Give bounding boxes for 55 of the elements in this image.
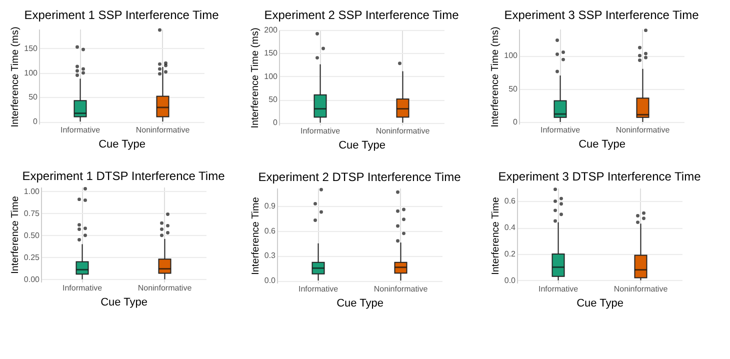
x-tick-label: Noninformative (616, 126, 670, 134)
y-tick-label: 0.25 (24, 252, 40, 262)
y-tick-label: 50 (508, 84, 518, 94)
chart-title: Experiment 2 DTSP Interference Time (258, 170, 462, 184)
y-tick-label: 0.0 (264, 276, 276, 286)
y-tick-label: 0.2 (504, 249, 516, 258)
y-tick-label: 0.0 (504, 276, 516, 285)
chart-title: Experiment 1 DTSP Interference Time (22, 169, 226, 183)
y-tick-label: 50 (28, 92, 38, 102)
x-tick-label: Informative (540, 126, 581, 134)
x-axis-title: Cue Type (576, 298, 624, 310)
y-tick-label: 150 (264, 48, 278, 58)
x-axis-title: Cue Type (578, 138, 626, 150)
y-tick-label: 0.6 (264, 226, 276, 236)
x-axis-title: Cue Type (336, 298, 384, 310)
chart-title: Experiment 2 SSP Interference Time (264, 8, 460, 22)
y-tick-label: 100 (504, 51, 518, 60)
x-tick-label: Informative (298, 284, 339, 294)
x-axis-title: Cue Type (100, 296, 148, 308)
y-tick-label: 0.3 (264, 251, 276, 260)
y-tick-label: 0.50 (24, 230, 40, 240)
y-tick-label: 0.9 (264, 202, 276, 211)
y-tick-label: 0.75 (24, 208, 40, 218)
y-tick-label: 0 (33, 117, 38, 126)
y-axis-title: Interference Time (ms) (250, 28, 262, 128)
x-tick-label: Noninformative (136, 126, 190, 134)
y-axis-title: Interference Time (ms) (10, 26, 22, 128)
y-tick-label: 100 (264, 72, 278, 81)
y-tick-label: 150 (24, 44, 38, 53)
x-tick-label: Noninformative (374, 284, 428, 294)
x-axis-title: Cue Type (338, 140, 386, 152)
y-tick-label: 0.6 (504, 196, 516, 206)
x-tick-label: Informative (60, 126, 101, 134)
x-tick-label: Noninformative (138, 284, 192, 292)
y-tick-label: 0 (513, 118, 518, 127)
x-tick-label: Noninformative (376, 126, 430, 136)
x-tick-label: Informative (538, 284, 579, 294)
x-tick-label: Noninformative (614, 284, 668, 294)
chart-title: Experiment 1 SSP Interference Time (24, 8, 220, 22)
y-tick-label: 1.00 (24, 186, 40, 196)
y-tick-label: 0 (273, 118, 278, 128)
y-tick-label: 50 (268, 95, 278, 104)
y-tick-label: 200 (264, 26, 278, 34)
y-axis-title: Interference Time (ms) (490, 26, 502, 128)
x-tick-label: Informative (62, 284, 103, 292)
x-tick-label: Informative (300, 126, 341, 136)
chart-title: Experiment 3 DTSP Interference Time (498, 170, 702, 184)
y-axis-title: Interference Time (490, 196, 502, 275)
y-tick-label: 0.4 (504, 223, 516, 232)
chart-title: Experiment 3 SSP Interference Time (504, 8, 700, 22)
x-axis-title: Cue Type (98, 138, 146, 150)
y-tick-label: 0.00 (24, 274, 40, 284)
y-tick-label: 100 (24, 68, 38, 78)
y-axis-title: Interference Time (10, 196, 21, 274)
y-axis-title: Interference Time (250, 196, 262, 275)
